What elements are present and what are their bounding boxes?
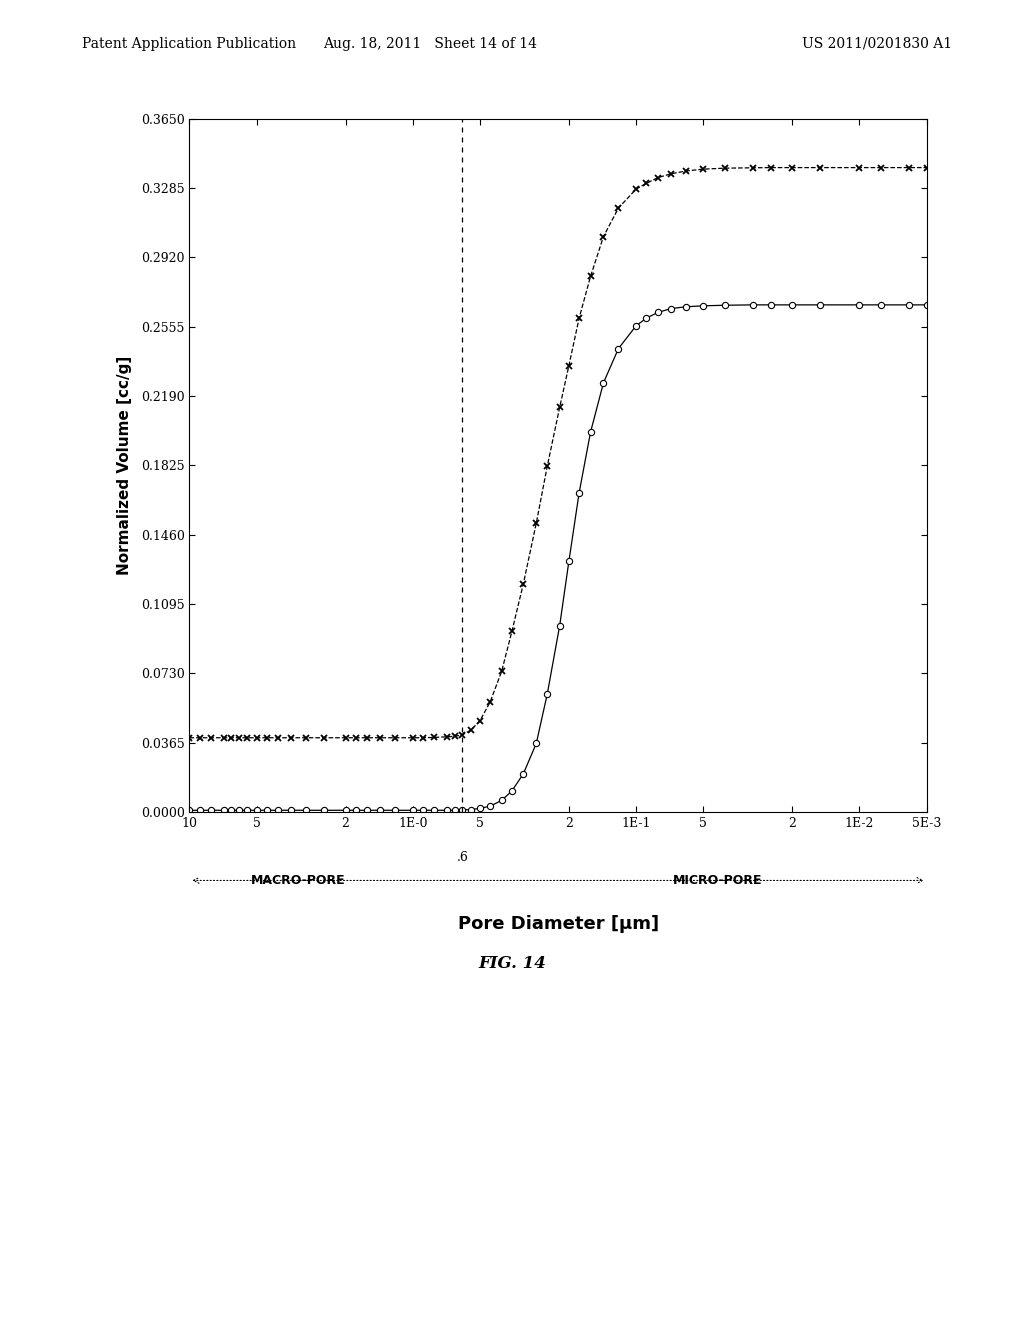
Text: US 2011/0201830 A1: US 2011/0201830 A1 — [802, 37, 952, 51]
Text: MACRO-PORE: MACRO-PORE — [251, 874, 346, 887]
Text: .6: .6 — [457, 850, 468, 863]
Text: Pore Diameter [μm]: Pore Diameter [μm] — [458, 915, 658, 933]
Text: Patent Application Publication: Patent Application Publication — [82, 37, 296, 51]
Text: MICRO-PORE: MICRO-PORE — [673, 874, 763, 887]
Text: Aug. 18, 2011   Sheet 14 of 14: Aug. 18, 2011 Sheet 14 of 14 — [324, 37, 537, 51]
Y-axis label: Normalized Volume [cc/g]: Normalized Volume [cc/g] — [118, 355, 132, 576]
Text: FIG. 14: FIG. 14 — [478, 956, 546, 972]
